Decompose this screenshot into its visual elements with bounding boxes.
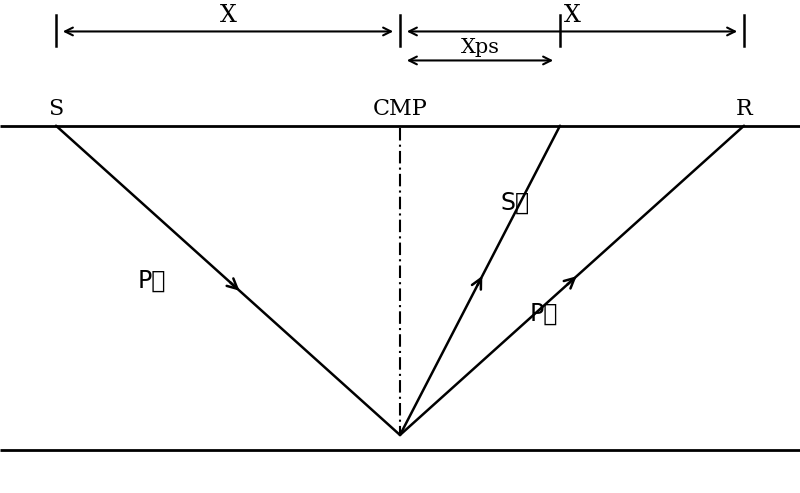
Text: X: X	[219, 3, 237, 27]
Text: R: R	[736, 98, 752, 120]
Text: S波: S波	[500, 191, 529, 215]
Text: Xps: Xps	[461, 37, 499, 57]
Text: P波: P波	[530, 302, 558, 326]
Text: P波: P波	[138, 268, 166, 292]
Text: S: S	[48, 98, 64, 120]
Text: CMP: CMP	[373, 98, 427, 120]
Text: X: X	[563, 3, 581, 27]
